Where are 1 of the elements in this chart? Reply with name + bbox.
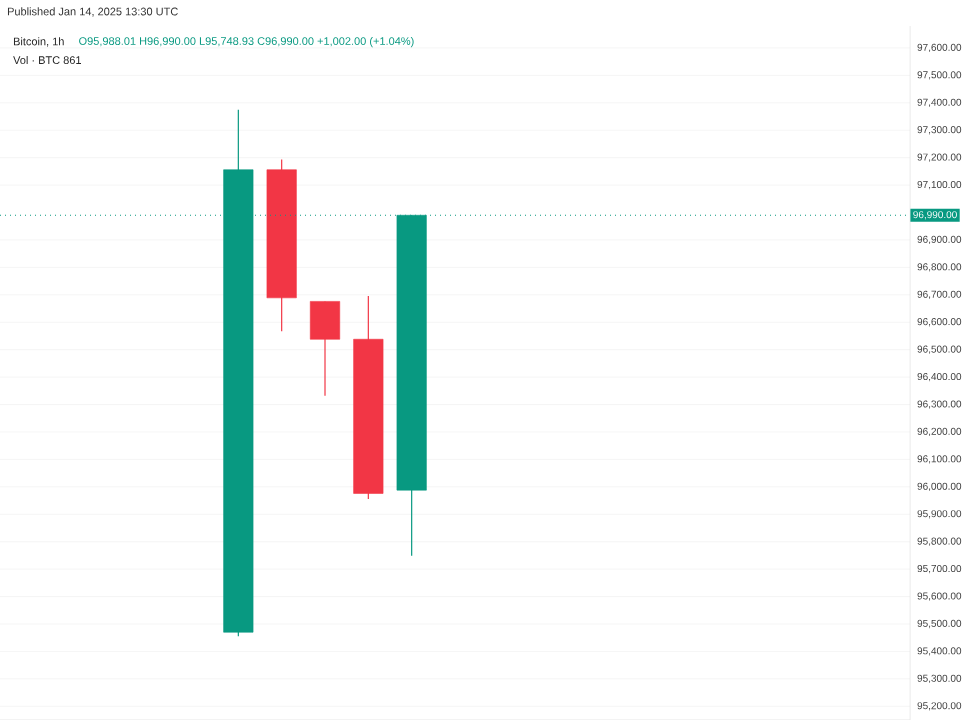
candlestick xyxy=(309,300,341,397)
